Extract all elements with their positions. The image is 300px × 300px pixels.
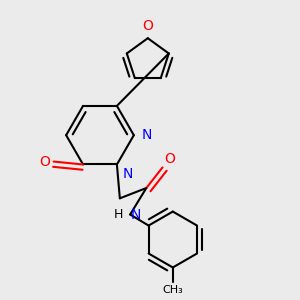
Text: N: N [141, 128, 152, 142]
Text: H: H [113, 208, 123, 221]
Text: O: O [164, 152, 175, 166]
Text: CH₃: CH₃ [162, 284, 183, 295]
Text: N: N [131, 208, 141, 221]
Text: O: O [142, 20, 153, 34]
Text: N: N [122, 167, 133, 181]
Text: O: O [39, 154, 50, 169]
